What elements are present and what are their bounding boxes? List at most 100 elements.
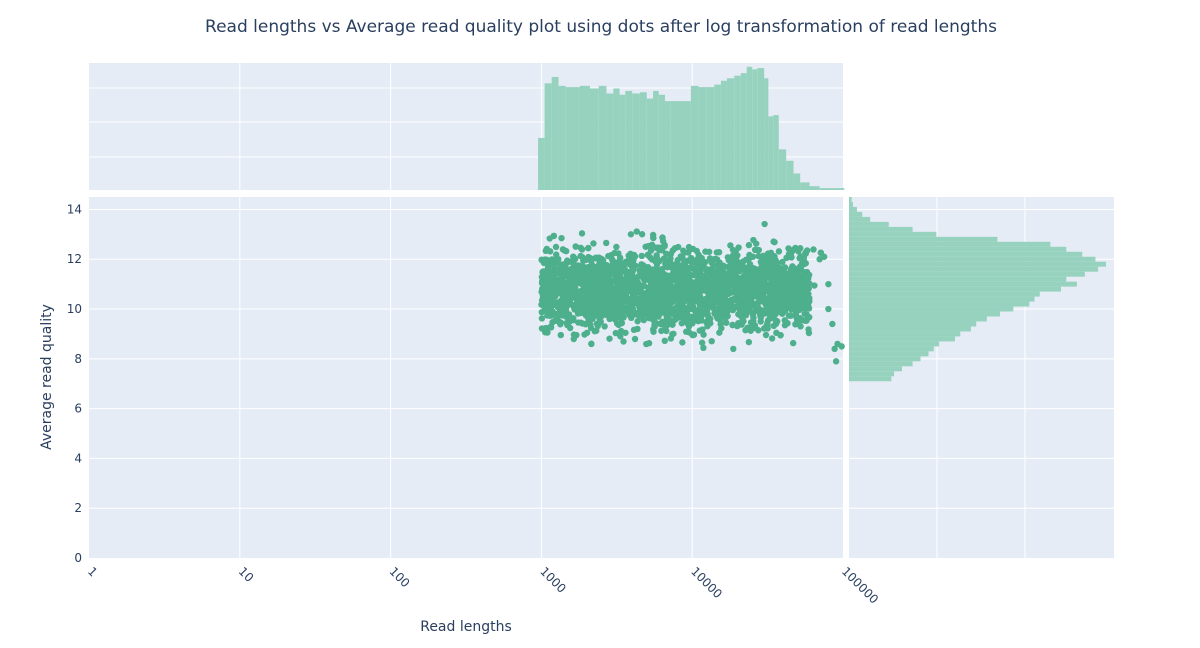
top-histogram-bar bbox=[740, 73, 747, 190]
scatter-point bbox=[770, 238, 777, 245]
y-tick-label: 0 bbox=[74, 551, 82, 565]
scatter-point bbox=[547, 323, 555, 330]
scatter-point bbox=[755, 252, 762, 260]
scatter-point bbox=[715, 299, 722, 307]
right-histogram-bar bbox=[849, 326, 971, 332]
scatter-point bbox=[574, 298, 581, 305]
scatter-point bbox=[755, 327, 762, 334]
scatter-point bbox=[825, 280, 832, 288]
top-histogram-bar bbox=[538, 137, 545, 190]
top-histogram-bar bbox=[793, 173, 801, 190]
scatter-point bbox=[578, 246, 586, 253]
scatter-point bbox=[800, 270, 807, 278]
top-histogram bbox=[538, 66, 845, 190]
scatter-point bbox=[783, 270, 791, 277]
scatter-point bbox=[723, 282, 730, 290]
scatter-point bbox=[538, 315, 546, 322]
scatter-point bbox=[745, 338, 753, 346]
scatter-point bbox=[542, 247, 550, 255]
scatter-point bbox=[698, 339, 706, 346]
scatter-point bbox=[744, 324, 751, 331]
scatter-point bbox=[630, 266, 637, 273]
scatter-point bbox=[675, 307, 683, 315]
x-tick-label: 1000 bbox=[537, 564, 568, 595]
top-histogram-bar bbox=[619, 94, 626, 190]
right-histogram-bar bbox=[849, 261, 1107, 267]
y-axis-title: Average read quality bbox=[39, 304, 55, 450]
scatter-point bbox=[564, 297, 572, 305]
scatter-point bbox=[829, 320, 836, 328]
scatter-point bbox=[630, 326, 638, 334]
scatter-point bbox=[787, 312, 795, 319]
scatter-point bbox=[770, 290, 778, 298]
scatter-point bbox=[644, 264, 651, 272]
scatter-point bbox=[765, 284, 772, 291]
scatter-point bbox=[659, 234, 666, 241]
scatter-point bbox=[710, 256, 718, 263]
scatter-point bbox=[667, 290, 674, 297]
scatter-point bbox=[628, 279, 635, 286]
top-histogram-bar bbox=[598, 85, 607, 190]
scatter-point bbox=[682, 275, 689, 282]
scatter-point bbox=[738, 294, 746, 301]
scatter-point bbox=[740, 273, 747, 280]
x-tick-label: 10000 bbox=[688, 564, 725, 601]
scatter-point bbox=[787, 291, 795, 298]
scatter-point bbox=[550, 232, 558, 240]
scatter-point bbox=[644, 298, 651, 305]
scatter-point bbox=[572, 255, 579, 263]
scatter-point bbox=[710, 262, 717, 269]
scatter-point bbox=[740, 258, 747, 265]
scatter-point bbox=[639, 290, 646, 298]
scatter-point bbox=[688, 313, 695, 321]
scatter-point bbox=[770, 322, 778, 330]
scatter-point bbox=[704, 319, 712, 327]
right-histogram-bar bbox=[849, 241, 1051, 247]
scatter-point bbox=[549, 294, 556, 302]
scatter-point bbox=[688, 299, 695, 306]
right-histogram-bar bbox=[849, 366, 902, 372]
scatter-point bbox=[596, 319, 603, 326]
scatter-point bbox=[616, 278, 623, 285]
scatter-point bbox=[601, 293, 608, 301]
scatter-point bbox=[779, 281, 787, 289]
scatter-point bbox=[754, 266, 761, 273]
x-tick-label: 100000 bbox=[839, 564, 881, 606]
scatter-point bbox=[784, 276, 791, 283]
y-tick-label: 10 bbox=[67, 302, 82, 316]
top-histogram-bar bbox=[757, 68, 765, 190]
top-histogram-bar bbox=[746, 66, 753, 190]
scatter-point bbox=[675, 262, 683, 269]
scatter-point bbox=[775, 304, 783, 311]
scatter-point bbox=[742, 312, 750, 319]
right-histogram-bar bbox=[849, 291, 1040, 297]
scatter-point bbox=[735, 276, 743, 283]
scatter-point bbox=[717, 309, 725, 317]
right-histogram-bar bbox=[849, 251, 1083, 257]
scatter-point bbox=[631, 335, 639, 343]
scatter-point bbox=[690, 331, 698, 338]
scatter-points bbox=[538, 220, 845, 365]
scatter-point bbox=[594, 263, 602, 270]
scatter-point bbox=[655, 313, 662, 320]
scatter-point bbox=[647, 311, 655, 318]
scatter-point bbox=[658, 265, 666, 273]
right-histogram-bar bbox=[849, 271, 1085, 277]
scatter-point bbox=[633, 228, 640, 235]
scatter-point bbox=[766, 315, 774, 322]
right-histogram-bar bbox=[849, 256, 1096, 262]
scatter-point bbox=[645, 252, 652, 259]
scatter-point bbox=[663, 315, 671, 322]
scatter-point bbox=[757, 314, 765, 321]
scatter-point bbox=[729, 266, 736, 274]
scatter-point bbox=[582, 256, 589, 264]
scatter-point bbox=[810, 246, 817, 253]
scatter-point bbox=[670, 330, 677, 337]
scatter-point bbox=[593, 327, 600, 334]
scatter-point bbox=[729, 246, 737, 254]
top-histogram-bar bbox=[720, 80, 727, 190]
scatter-point bbox=[698, 254, 705, 262]
scatter-point bbox=[790, 300, 798, 307]
scatter-point bbox=[615, 300, 623, 307]
scatter-point bbox=[558, 299, 565, 306]
